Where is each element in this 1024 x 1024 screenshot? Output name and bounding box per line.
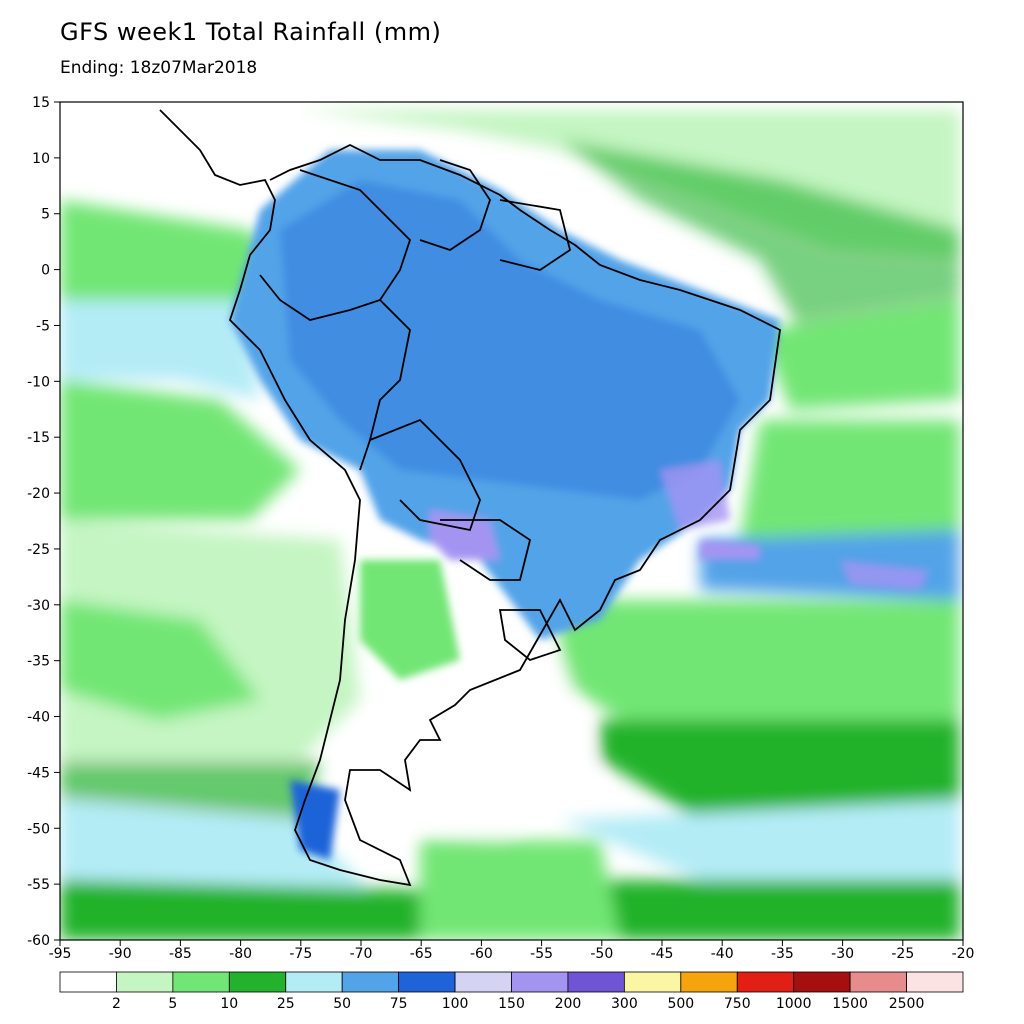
y-tick-label: -45 xyxy=(27,765,50,781)
colorbar-swatch xyxy=(680,971,738,993)
y-tick-label: -15 xyxy=(27,430,50,446)
colorbar-label: 750 xyxy=(724,996,751,1012)
colorbar-swatch xyxy=(454,971,512,993)
colorbar-swatch xyxy=(228,971,287,993)
y-axis: 15 10 5 0 -5 -10 -15 -20 -25 -30 -35 -40 -45 -50 -55 -6… xyxy=(27,95,60,949)
colorbar-swatch xyxy=(906,971,964,993)
colorbar-label: 200 xyxy=(555,996,582,1012)
colorbar-swatch xyxy=(285,971,343,993)
y-tick-label: -30 xyxy=(27,598,50,614)
rainfall-field xyxy=(60,102,963,940)
x-tick-label: -75 xyxy=(289,946,312,962)
y-tick-label: -20 xyxy=(27,486,50,502)
x-tick-label: -20 xyxy=(952,946,975,962)
y-tick-label: -40 xyxy=(27,710,50,726)
colorbar-swatch xyxy=(116,971,174,993)
colorbar-swatch xyxy=(59,971,117,993)
map-title: GFS week1 Total Rainfall (mm) xyxy=(60,18,442,46)
colorbar-label: 1000 xyxy=(776,996,812,1012)
colorbar-swatch xyxy=(623,971,682,993)
colorbar-label: 300 xyxy=(611,996,638,1012)
x-tick-label: -80 xyxy=(229,946,252,962)
colorbar-label: 100 xyxy=(442,996,469,1012)
x-tick-label: -90 xyxy=(109,946,132,962)
coastline-outline xyxy=(159,109,781,887)
colorbar-label: 75 xyxy=(390,996,408,1012)
colorbar-label: 1500 xyxy=(832,996,868,1012)
y-tick-label: 10 xyxy=(32,151,50,167)
y-tick-label: 5 xyxy=(41,207,50,223)
colorbar-swatch xyxy=(341,971,400,993)
y-tick-label: 15 xyxy=(32,95,50,111)
x-tick-label: -30 xyxy=(831,946,854,962)
map-subtitle: Ending: 18z07Mar2018 xyxy=(60,58,258,78)
x-tick-label: -50 xyxy=(590,946,613,962)
y-tick-label: 0 xyxy=(41,263,50,279)
x-tick-label: -65 xyxy=(410,946,433,962)
x-tick-label: -70 xyxy=(350,946,373,962)
y-tick-label: -60 xyxy=(27,933,50,949)
colorbar-swatch xyxy=(793,971,851,993)
x-tick-label: -85 xyxy=(169,946,192,962)
x-tick-label: -60 xyxy=(470,946,493,962)
colorbar-swatch xyxy=(511,971,569,993)
colorbar-label: 150 xyxy=(498,996,525,1012)
colorbar-label: 25 xyxy=(277,996,295,1012)
y-tick-label: -35 xyxy=(27,654,50,670)
y-tick-label: -10 xyxy=(27,374,50,390)
colorbar-swatch xyxy=(398,971,456,993)
colorbar-swatch xyxy=(172,971,230,993)
x-tick-label: -40 xyxy=(711,946,734,962)
x-tick-label: -55 xyxy=(530,946,553,962)
plot-frame xyxy=(59,101,964,941)
y-tick-label: -5 xyxy=(36,318,50,334)
colorbar: 2 5 10 25 50 75 100 150 200 300 500 750 1000 1500 2500 xyxy=(59,971,964,1012)
colorbar-label: 5 xyxy=(168,996,177,1012)
colorbar-swatch xyxy=(567,971,625,993)
x-tick-label: -25 xyxy=(891,946,914,962)
y-tick-label: -50 xyxy=(27,821,50,837)
x-tick-label: -45 xyxy=(651,946,674,962)
colorbar-label: 500 xyxy=(667,996,694,1012)
colorbar-label: 2500 xyxy=(889,996,925,1012)
x-tick-label: -95 xyxy=(49,946,72,962)
x-tick-label: -35 xyxy=(771,946,794,962)
x-axis: -95 -90 -85 -80 -75 -70 -65 -60 -55 -50 -45 -40 -35 -… xyxy=(49,940,975,962)
y-tick-label: -25 xyxy=(27,542,50,558)
colorbar-label: 10 xyxy=(220,996,238,1012)
colorbar-label: 2 xyxy=(112,996,121,1012)
colorbar-label: 50 xyxy=(333,996,351,1012)
colorbar-swatch xyxy=(849,971,907,993)
colorbar-swatch xyxy=(736,971,795,993)
y-tick-label: -55 xyxy=(27,877,50,893)
